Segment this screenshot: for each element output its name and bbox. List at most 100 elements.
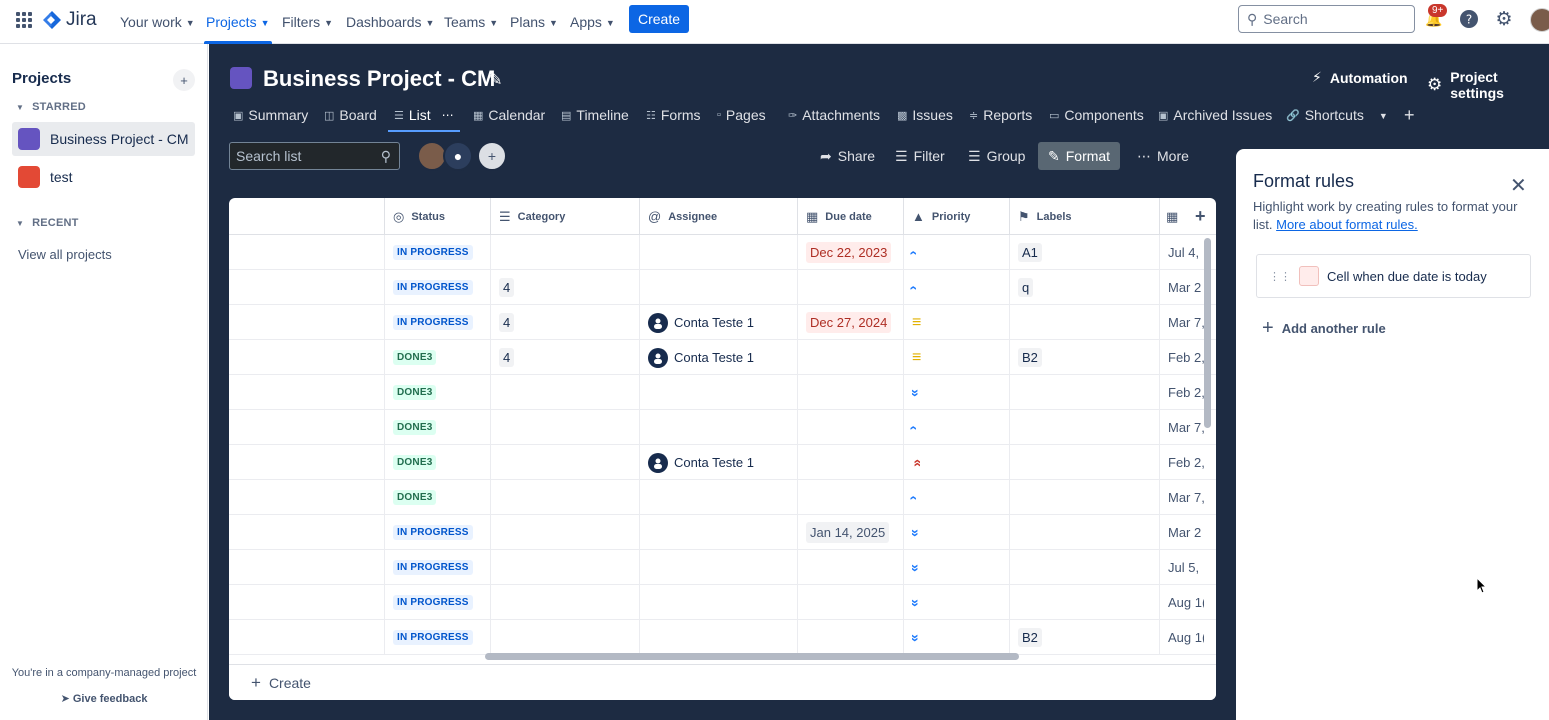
priority-cell[interactable]: ‹ [903,480,1009,515]
category-cell[interactable] [490,515,639,550]
tab-board[interactable]: ◫ Board [324,102,377,128]
labels-cell[interactable]: A1 [1009,235,1159,270]
assignee-cell[interactable] [639,375,797,410]
labels-cell[interactable] [1009,305,1159,340]
labels-cell[interactable] [1009,410,1159,445]
tab-pages[interactable]: ▫ Pages [717,102,766,128]
column-header-priority[interactable]: ▲ Priority [903,198,1009,235]
format-rule-item[interactable]: ⋮⋮ Cell when due date is today [1256,254,1531,298]
status-cell[interactable]: DONE3 [384,445,490,480]
labels-cell[interactable]: q [1009,270,1159,305]
tab-list[interactable]: ☰ List ⋯ [388,102,460,132]
column-header-assignee[interactable]: @ Assignee [639,198,797,235]
format-rules-help-link[interactable]: More about format rules. [1276,217,1418,232]
nav-plans[interactable]: Plans ▼ [510,0,558,44]
app-switcher-icon[interactable] [16,12,32,28]
project-settings-button[interactable]: ⚙ Project settings [1427,69,1549,101]
tab-components[interactable]: ▭ Components [1049,102,1144,128]
group-button[interactable]: ☰ Group [958,142,1035,170]
nav-dashboards[interactable]: Dashboards ▼ [346,0,434,44]
jira-logo[interactable]: Jira [42,9,97,31]
table-row[interactable]: DONE3 » Feb 2, [229,375,1216,410]
tab-attachments[interactable]: ✑ Attachments [788,102,880,128]
due-date-cell[interactable] [797,270,903,305]
status-cell[interactable]: DONE3 [384,340,490,375]
status-badge[interactable]: IN PROGRESS [393,630,473,645]
priority-cell[interactable]: » [903,620,1009,655]
label-chip[interactable]: A1 [1018,243,1042,262]
tab-calendar[interactable]: ▦ Calendar [473,102,545,128]
due-date-cell[interactable] [797,480,903,515]
add-tab-icon[interactable]: + [1404,104,1415,125]
labels-cell[interactable] [1009,550,1159,585]
due-date-cell[interactable] [797,410,903,445]
table-row[interactable]: IN PROGRESS » Aug 1( [229,585,1216,620]
tab-shortcuts[interactable]: 🔗 Shortcuts ▼ [1286,102,1388,128]
summary-cell[interactable] [229,620,384,655]
status-cell[interactable]: IN PROGRESS [384,270,490,305]
category-cell[interactable]: 4 [490,270,639,305]
created-date-cell[interactable]: Jul 4, [1159,235,1204,270]
status-badge[interactable]: IN PROGRESS [393,595,473,610]
summary-cell[interactable] [229,445,384,480]
summary-cell[interactable] [229,410,384,445]
label-chip[interactable]: B2 [1018,348,1042,367]
labels-cell[interactable]: B2 [1009,340,1159,375]
filter-button[interactable]: ☰ Filter [885,142,955,170]
category-cell[interactable]: 4 [490,340,639,375]
global-search-input[interactable]: ⚲ Search [1238,5,1415,33]
created-date-cell[interactable]: Aug 1( [1159,585,1204,620]
share-button[interactable]: ➦ Share [810,142,885,170]
category-cell[interactable] [490,410,639,445]
table-row[interactable]: DONE3 4 Conta Teste 1 ≡ B2 Feb 2, [229,340,1216,375]
summary-cell[interactable] [229,480,384,515]
create-issue-row[interactable]: + Create [229,664,1216,700]
table-row[interactable]: IN PROGRESS » B2 Aug 1( [229,620,1216,655]
add-project-icon[interactable]: + [173,69,195,91]
status-cell[interactable]: IN PROGRESS [384,515,490,550]
assignee-cell[interactable] [639,550,797,585]
created-date-cell[interactable]: Feb 2, [1159,340,1204,375]
priority-cell[interactable]: ‹ [903,410,1009,445]
view-all-projects-link[interactable]: View all projects [18,247,112,262]
category-cell[interactable]: 4 [490,305,639,340]
priority-cell[interactable]: » [903,515,1009,550]
priority-cell[interactable]: » [903,550,1009,585]
table-row[interactable]: IN PROGRESS Jan 14, 2025 » Mar 2 [229,515,1216,550]
unassigned-avatar-icon[interactable]: ● [443,141,473,171]
priority-cell[interactable]: » [903,375,1009,410]
assignee-cell[interactable] [639,480,797,515]
horizontal-scrollbar[interactable] [485,653,1019,660]
tab-issues[interactable]: ▩ Issues [897,102,953,128]
created-date-cell[interactable]: Feb 2, [1159,445,1204,480]
assignee-cell[interactable] [639,410,797,445]
priority-cell[interactable]: ≡ [903,340,1009,375]
summary-cell[interactable] [229,585,384,620]
pin-icon[interactable]: ✎ [489,72,503,89]
format-button[interactable]: ✎ Format [1038,142,1121,170]
settings-gear-icon[interactable]: ⚙ [1495,8,1513,30]
summary-cell[interactable] [229,305,384,340]
table-row[interactable]: IN PROGRESS 4 ‹ q Mar 2 [229,270,1216,305]
column-header-labels[interactable]: ⚑ Labels [1009,198,1159,235]
category-cell[interactable] [490,445,639,480]
column-header-status[interactable]: ◎ Status [384,198,490,235]
created-date-cell[interactable]: Mar 7, [1159,305,1204,340]
labels-cell[interactable] [1009,375,1159,410]
starred-section[interactable]: ▼ STARRED [16,101,86,113]
tab-reports[interactable]: ≑ Reports [969,102,1032,128]
category-cell[interactable] [490,480,639,515]
assignee-cell[interactable]: Conta Teste 1 [639,305,797,340]
labels-cell[interactable] [1009,445,1159,480]
category-cell[interactable] [490,375,639,410]
status-badge[interactable]: IN PROGRESS [393,560,473,575]
table-row[interactable]: DONE3 Conta Teste 1 » Feb 2, [229,445,1216,480]
table-row[interactable]: DONE3 ‹ Mar 7, [229,480,1216,515]
priority-cell[interactable]: ‹ [903,270,1009,305]
status-badge[interactable]: IN PROGRESS [393,280,473,295]
created-date-cell[interactable]: Mar 7, [1159,410,1204,445]
close-icon[interactable]: ✕ [1510,175,1527,197]
status-badge[interactable]: DONE3 [393,385,437,400]
category-cell[interactable] [490,620,639,655]
status-cell[interactable]: IN PROGRESS [384,235,490,270]
